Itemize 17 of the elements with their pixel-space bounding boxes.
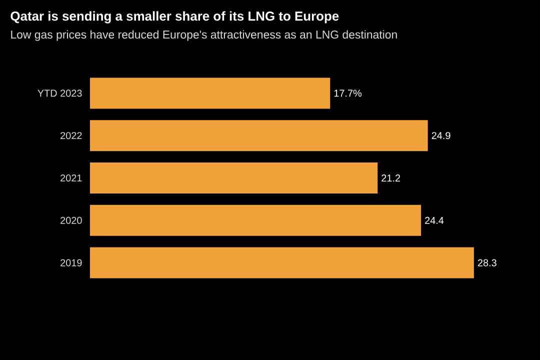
data-label: 24.4 [425,216,444,224]
bar [90,204,422,236]
bar [90,120,428,152]
data-label: 21.2 [382,174,400,182]
chart-subtitle: Low gas prices have reduced Europe's attractiveness as an LNG destination [11,30,397,41]
chart-title: Qatar is sending a smaller share of its LNG to Europe [10,11,339,24]
data-label: 17.7% [334,90,362,97]
bar [90,78,330,109]
bar [90,162,378,194]
bar [90,247,474,278]
y-tick-label: 2019 [60,259,82,266]
y-tick-label: 2022 [60,132,82,140]
data-label: 28.3 [478,259,496,266]
y-tick-label: YTD 2023 [38,90,82,97]
data-label: 24.9 [432,132,450,140]
y-tick-label: 2020 [60,216,82,224]
y-tick-label: 2021 [60,174,82,182]
